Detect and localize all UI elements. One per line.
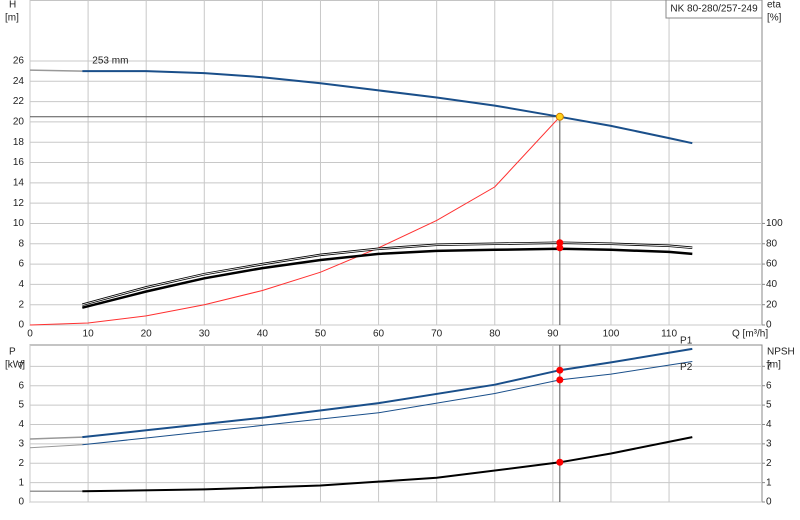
- series-line: [29, 69, 83, 72]
- series-label: P1: [680, 336, 693, 347]
- y-tick-label: 2: [18, 299, 24, 310]
- x-axis-label: Q [m³/h]: [732, 329, 768, 340]
- x-tick-label: 40: [257, 329, 269, 340]
- y2-tick-label: 3: [766, 438, 772, 449]
- y2-axis-label: NPSH: [767, 347, 795, 358]
- x-tick-label: 50: [315, 329, 327, 340]
- operating-point: [556, 244, 564, 252]
- y-tick-label: 20: [13, 117, 25, 128]
- y-tick-label: 0: [18, 320, 24, 331]
- x-tick-label: 110: [661, 329, 677, 340]
- y-tick-label: 7: [18, 361, 24, 372]
- operating-point: [555, 112, 564, 121]
- y-tick-label: 0: [18, 497, 24, 508]
- y2-tick-label: 5: [766, 400, 772, 411]
- operating-point: [556, 458, 564, 466]
- y-tick-label: 22: [13, 96, 25, 107]
- series-line-inner: [82, 242, 693, 306]
- y2-tick-label: 1: [766, 477, 772, 488]
- y2-tick-label: 20: [766, 299, 778, 310]
- series-label: P2: [680, 362, 693, 373]
- y2-tick-label: 80: [766, 238, 778, 249]
- y-axis-label: H: [9, 0, 16, 11]
- y2-tick-label: 7: [766, 361, 772, 372]
- y-axis-unit: [m]: [5, 13, 19, 24]
- y2-tick-label: 0: [766, 497, 772, 508]
- operating-point: [556, 376, 564, 384]
- x-tick-label: 60: [373, 329, 385, 340]
- y-tick-label: 4: [18, 279, 24, 290]
- series-line: [82, 436, 693, 493]
- series-line: [82, 70, 693, 145]
- x-tick-label: 80: [489, 329, 501, 340]
- y2-tick-label: 40: [766, 279, 778, 290]
- y-axis-unit: [kW]: [5, 360, 25, 371]
- series-line: [81, 247, 693, 309]
- series-label: 253 mm: [92, 56, 128, 67]
- series-line: [29, 444, 83, 449]
- y-tick-label: 6: [18, 259, 24, 270]
- y-tick-label: 4: [18, 419, 24, 430]
- x-tick-label: 70: [431, 329, 443, 340]
- y-tick-label: 18: [13, 137, 25, 148]
- y-tick-label: 5: [18, 400, 24, 411]
- y2-axis-unit: [m]: [767, 360, 781, 371]
- y2-tick-label: 100: [766, 218, 783, 229]
- y2-tick-label: 6: [766, 380, 772, 391]
- y2-tick-label: 0: [766, 320, 772, 331]
- x-tick-label: 20: [141, 329, 153, 340]
- x-tick-label: 90: [547, 329, 559, 340]
- y2-axis-label: eta: [767, 0, 781, 11]
- y-tick-label: 6: [18, 380, 24, 391]
- y-tick-label: 3: [18, 438, 24, 449]
- y-tick-label: 14: [13, 177, 25, 188]
- series-line: [29, 436, 83, 440]
- series-line: [29, 116, 561, 326]
- y-tick-label: 26: [13, 56, 25, 67]
- y-tick-label: 10: [13, 218, 25, 229]
- y2-tick-label: 4: [766, 419, 772, 430]
- series-line: [82, 361, 693, 446]
- operating-point: [556, 239, 564, 247]
- operating-point: [556, 366, 564, 374]
- y2-tick-label: 60: [766, 259, 778, 270]
- series-line: [82, 347, 693, 439]
- y-tick-label: 24: [13, 76, 25, 87]
- x-tick-label: 10: [83, 329, 95, 340]
- x-tick-label: 30: [199, 329, 211, 340]
- y-tick-label: 8: [18, 238, 24, 249]
- x-tick-label: 0: [27, 329, 33, 340]
- y-tick-label: 12: [13, 198, 25, 209]
- y-tick-label: 16: [13, 157, 25, 168]
- y-tick-label: 2: [18, 458, 24, 469]
- title-box: [665, 0, 763, 19]
- y2-tick-label: 2: [766, 458, 772, 469]
- plot-area: [29, 344, 763, 503]
- y2-axis-unit: [%]: [767, 13, 782, 24]
- y-tick-label: 1: [18, 477, 24, 488]
- y-axis-label: P: [9, 347, 16, 358]
- chart-title: NK 80-280/257-249: [670, 4, 758, 15]
- x-tick-label: 100: [603, 329, 620, 340]
